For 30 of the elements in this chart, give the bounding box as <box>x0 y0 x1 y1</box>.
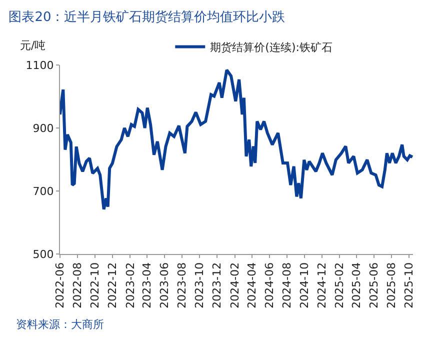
x-tick-label: 2022-10 <box>88 262 102 308</box>
chart-title: 图表20：近半月铁矿石期货结算价均值环比小跌 <box>8 10 286 26</box>
x-tick-label: 2024-06 <box>263 262 276 308</box>
x-tick-label: 2022-08 <box>71 262 84 308</box>
x-tick-label: 2023-08 <box>176 262 189 308</box>
line-series <box>60 68 413 211</box>
x-tick-label: 2023-12 <box>210 262 224 308</box>
y-tick-label: 700 <box>32 184 54 198</box>
x-tick-label: 2022-12 <box>106 262 120 308</box>
x-tick-label: 2023-02 <box>124 262 137 308</box>
x-tick-label: 2024-04 <box>246 262 259 308</box>
x-tick-label: 2023-10 <box>193 262 206 308</box>
x-tick-label: 2023-06 <box>158 262 172 308</box>
x-tick-label: 2025-08 <box>385 262 398 308</box>
x-tick-label: 2025-10 <box>402 262 416 308</box>
text: 资料来源：大商所 <box>16 318 104 331</box>
x-tick-label: 2024-08 <box>280 262 294 308</box>
x-tick-label: 2024-12 <box>315 262 328 308</box>
y-axis-title: 元/吨 <box>20 39 46 52</box>
y-tick-label: 1100 <box>26 58 54 72</box>
x-tick-label: 2025-02 <box>333 262 346 308</box>
x-tick-label: 2023-04 <box>140 262 154 308</box>
y-tick-label: 900 <box>32 122 54 135</box>
x-tick-label: 2025-06 <box>368 262 381 308</box>
legend-label: 期货结算价(连续):铁矿石 <box>210 41 332 54</box>
x-tick-label: 2024-02 <box>228 262 242 308</box>
x-tick-label: 2024-10 <box>298 262 311 308</box>
y-tick-label: 500 <box>32 248 54 261</box>
x-tick-label: 2025-04 <box>350 262 364 308</box>
x-tick-label: 2022-06 <box>54 262 67 308</box>
